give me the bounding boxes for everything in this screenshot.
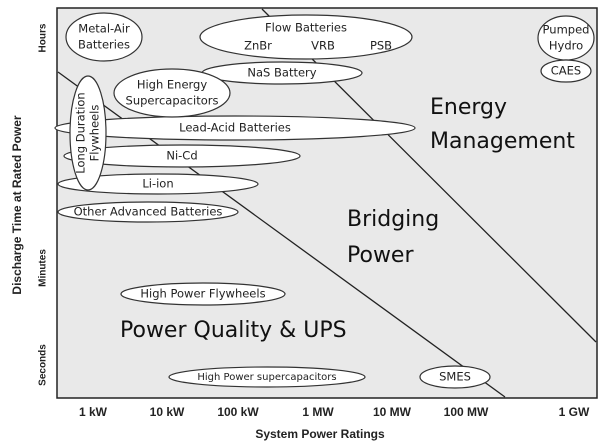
tech-label: Lead-Acid Batteries xyxy=(179,121,291,135)
x-axis-label: System Power Ratings xyxy=(255,427,385,441)
ellipse xyxy=(168,366,366,388)
tech-label: Li-ion xyxy=(142,177,173,191)
tech-label: ZnBr xyxy=(244,39,272,53)
region-label: Management xyxy=(430,129,575,154)
ellipse xyxy=(57,173,259,195)
tech-label: Other Advanced Batteries xyxy=(74,205,223,219)
tech-label: High Power Flywheels xyxy=(140,287,265,301)
x-tick-label: 1 kW xyxy=(79,405,108,419)
ellipse xyxy=(69,75,107,191)
x-tick-label: 100 MW xyxy=(444,405,489,419)
y-tick-label: Seconds xyxy=(38,344,49,386)
ellipse xyxy=(540,59,592,83)
region-label: Bridging xyxy=(347,207,439,232)
x-tick-label: 10 MW xyxy=(373,405,412,419)
tech-label: Hydro xyxy=(549,39,583,53)
tech-label: Ni-Cd xyxy=(166,149,197,163)
ellipse xyxy=(120,282,286,306)
tech-label: High Energy xyxy=(137,78,208,92)
tech-label: Batteries xyxy=(78,38,130,52)
x-tick-label: 1 GW xyxy=(559,405,590,419)
region-label: Energy xyxy=(430,95,507,120)
ellipse xyxy=(113,68,231,118)
ellipse xyxy=(57,201,239,223)
tech-label: Metal-Air xyxy=(78,22,130,36)
region-label: Power Quality & UPS xyxy=(120,318,347,343)
tech-label: Flow Batteries xyxy=(265,21,347,35)
y-axis-label: Discharge Time at Rated Power xyxy=(10,115,24,295)
ellipse xyxy=(199,14,413,60)
x-tick-label: 100 kW xyxy=(217,405,259,419)
tech-label: Flywheels xyxy=(88,105,102,162)
ellipse xyxy=(65,12,143,62)
y-tick-label: Minutes xyxy=(38,249,49,287)
tech-label: Long Duration xyxy=(74,92,88,173)
ellipse xyxy=(63,144,301,168)
tech-label: CAES xyxy=(551,64,581,78)
tech-label: Pumped xyxy=(543,23,590,37)
region-label: Power xyxy=(347,243,414,268)
tech-label: Supercapacitors xyxy=(126,94,219,108)
x-tick-label: 10 kW xyxy=(150,405,185,419)
tech-label: PSB xyxy=(370,39,392,53)
tech-label: High Power supercapacitors xyxy=(197,372,336,383)
x-tick-label: 1 MW xyxy=(302,405,334,419)
technologies: Lead-Acid Batteries Ni-Cd Li-ion Other A… xyxy=(54,12,595,389)
tech-label: VRB xyxy=(311,39,335,53)
tech-label: NaS Battery xyxy=(247,66,316,80)
ellipse xyxy=(54,115,416,141)
ellipse xyxy=(419,365,491,389)
tech-label: SMES xyxy=(439,370,471,384)
y-tick-label: Hours xyxy=(38,23,49,52)
